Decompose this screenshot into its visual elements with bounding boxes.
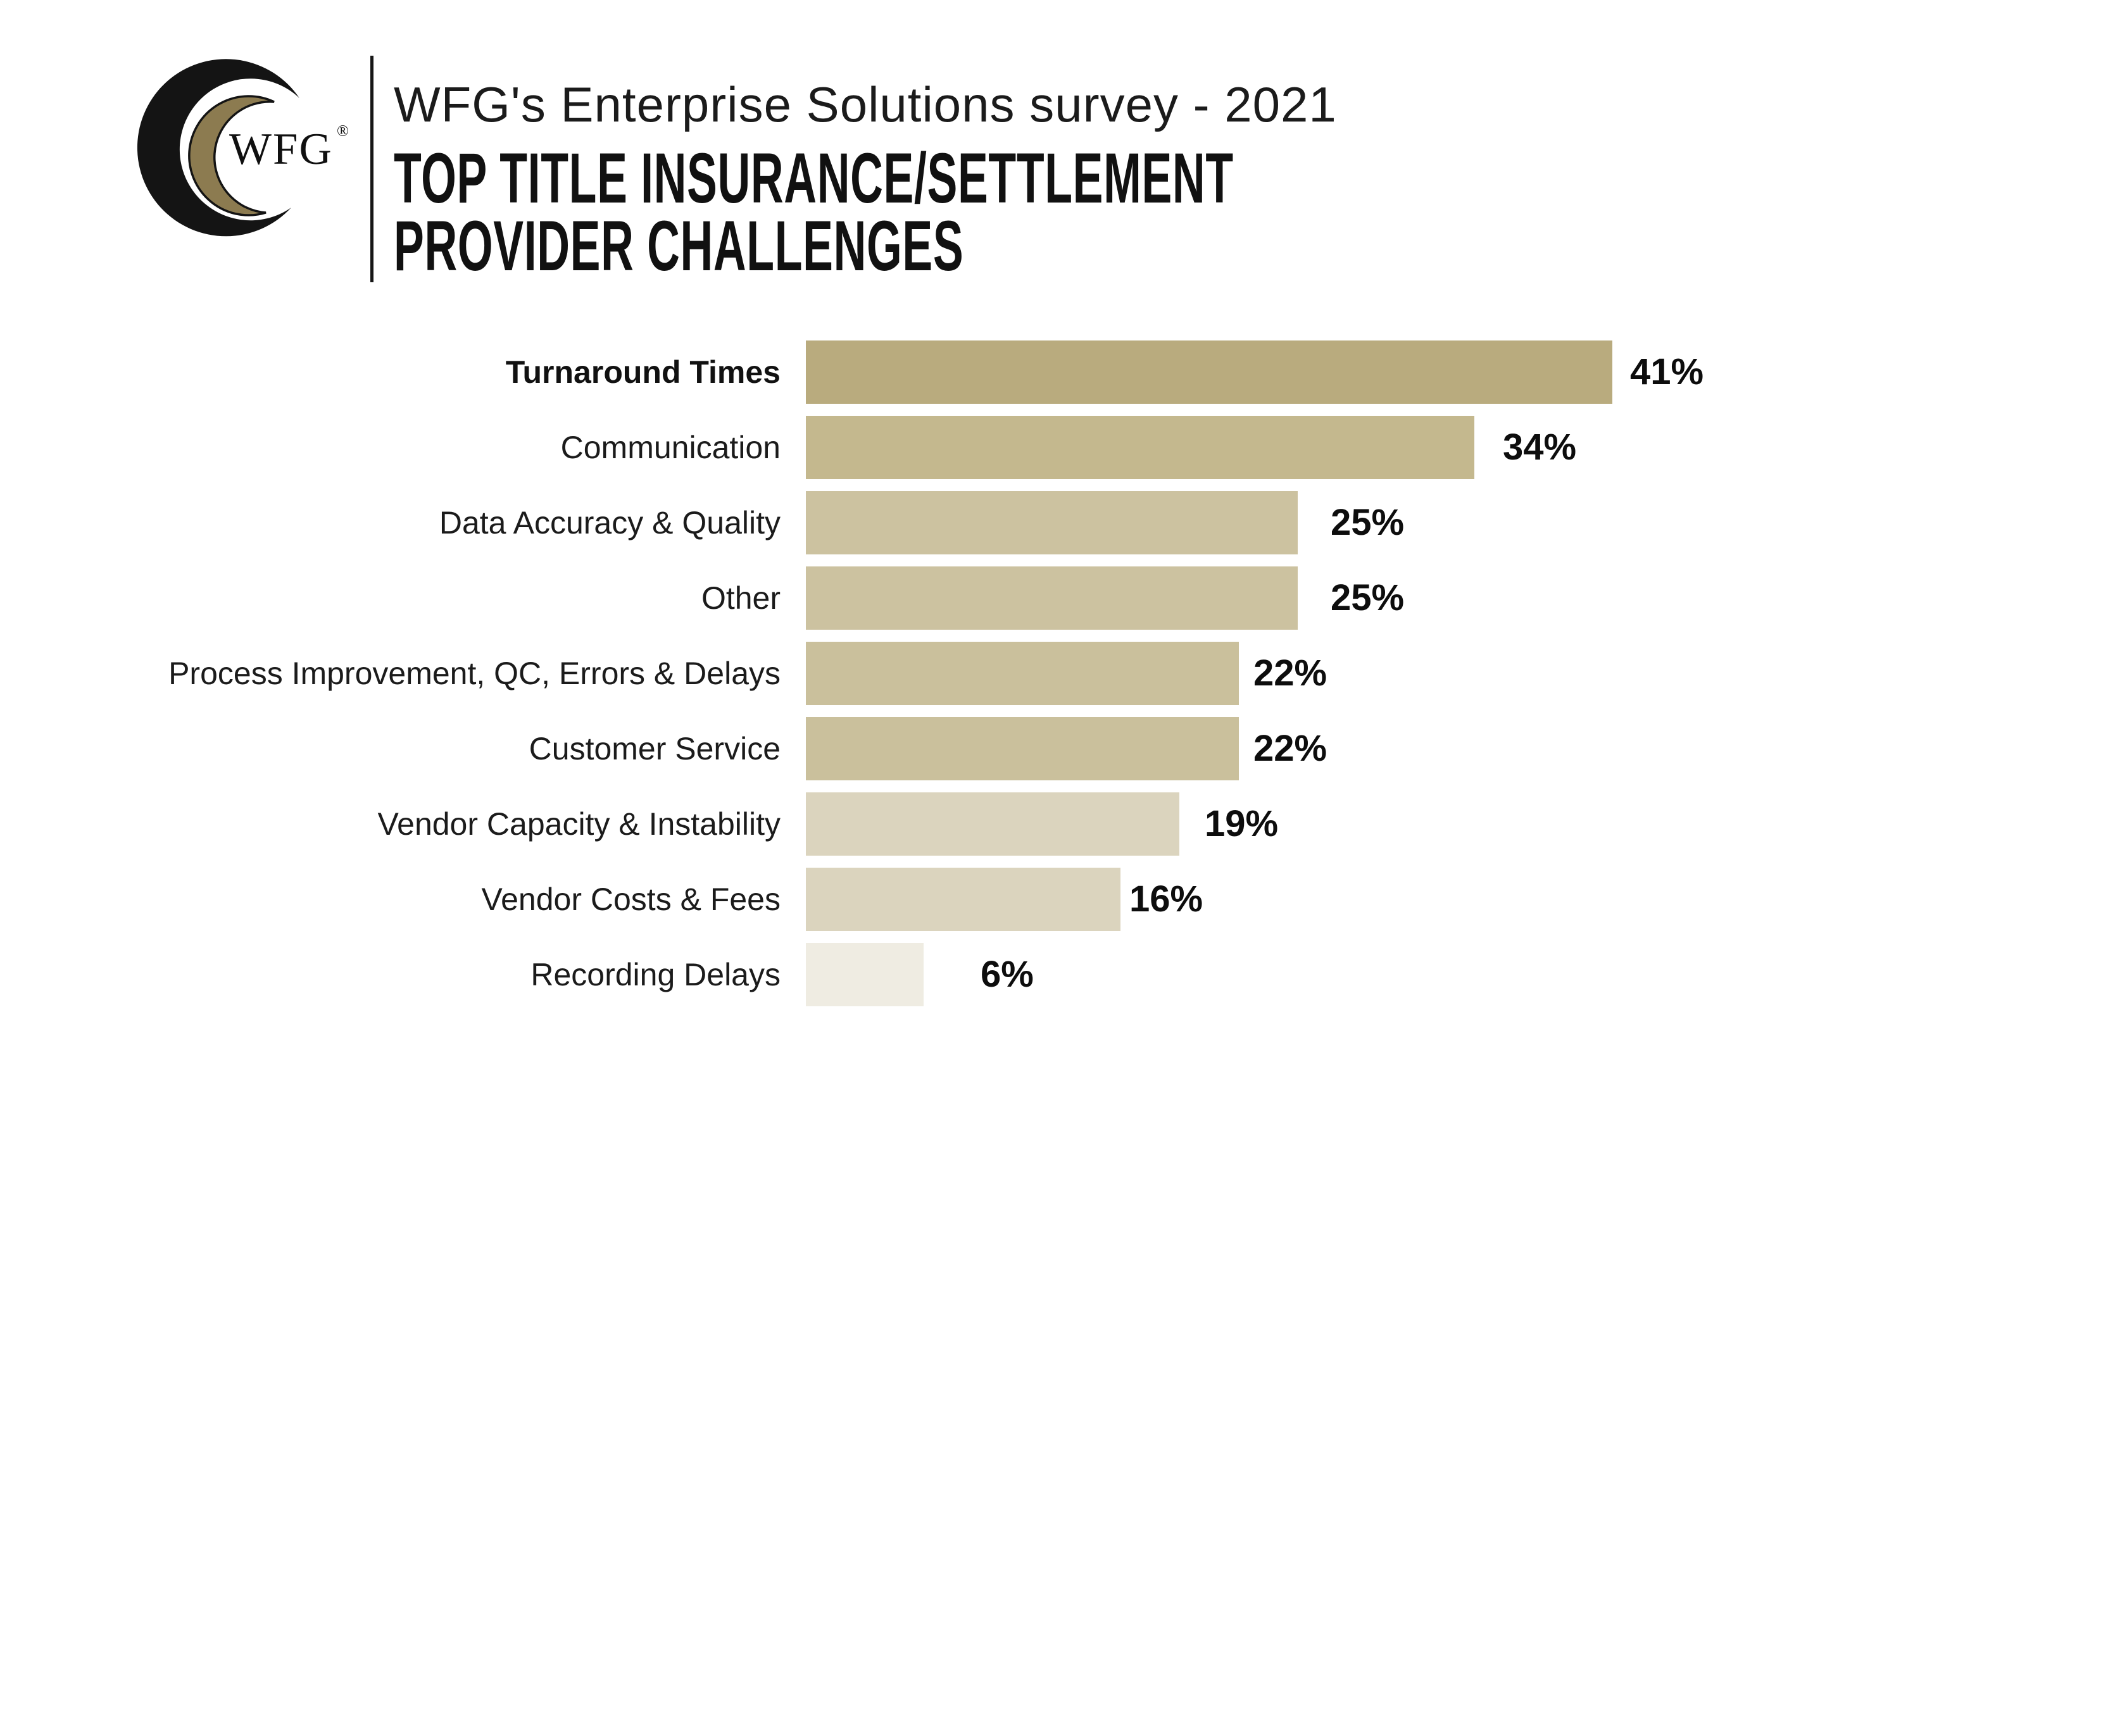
bar (806, 340, 1612, 404)
chart-row: Data Accuracy & Quality 25% (0, 491, 2127, 554)
value-label: 34% (1503, 427, 1577, 468)
chart-row: Other 25% (0, 566, 2127, 630)
value-label: 22% (1253, 653, 1327, 694)
bar-label: Process Improvement, QC, Errors & Delays (168, 656, 781, 691)
chart-row: Process Improvement, QC, Errors & Delays… (0, 642, 2127, 705)
chart-title-line-1: TOP TITLE INSURANCE/SETTLEMENT (394, 139, 1234, 218)
bar (806, 416, 1474, 479)
value-label: 19% (1205, 803, 1279, 844)
bar-label: Vendor Costs & Fees (481, 882, 781, 917)
bar (806, 792, 1179, 856)
bar-label: Data Accuracy & Quality (439, 505, 781, 540)
bar (806, 566, 1298, 630)
bar-label: Recording Delays (530, 957, 781, 992)
registered-trademark-icon: ® (337, 123, 349, 140)
chart-row: Turnaround Times 41% (0, 340, 2127, 404)
chart-title-line-2: PROVIDER CHALLENGES (394, 206, 964, 285)
value-label: 25% (1331, 577, 1405, 618)
chart-row: Recording Delays 6% (0, 943, 2127, 1006)
bar (806, 943, 924, 1006)
wfg-logo-outer-crescent (137, 59, 299, 237)
chart-row: Vendor Costs & Fees 16% (0, 868, 2127, 931)
bar-label: Communication (560, 430, 781, 465)
value-label: 6% (981, 954, 1034, 995)
bar (806, 491, 1298, 554)
bar (806, 868, 1120, 931)
bar (806, 642, 1239, 705)
value-label: 16% (1129, 878, 1203, 920)
value-label: 25% (1331, 502, 1405, 543)
wfg-logo-gold-crescent (188, 95, 275, 216)
chart-row: Customer Service 22% (0, 717, 2127, 780)
survey-supertitle: WFG's Enterprise Solutions survey - 2021 (394, 77, 1337, 132)
value-label: 22% (1253, 728, 1327, 769)
bar-label: Customer Service (529, 731, 781, 766)
wfg-logo-text: WFG (229, 125, 333, 174)
chart-row: Communication 34% (0, 416, 2127, 479)
bar-label: Vendor Capacity & Instability (377, 806, 781, 842)
header-divider (370, 56, 373, 282)
chart-row: Vendor Capacity & Instability 19% (0, 792, 2127, 856)
bar-label: Other (701, 580, 781, 616)
wfg-logo: WFG ® (137, 59, 349, 237)
bar-label: Turnaround Times (505, 354, 781, 390)
value-label: 41% (1630, 351, 1704, 392)
bar (806, 717, 1239, 780)
